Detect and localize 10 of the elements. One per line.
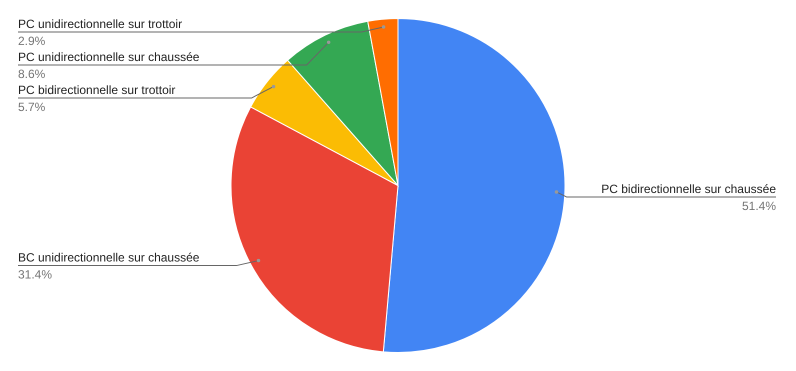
slice-label: BC unidirectionnelle sur chaussée xyxy=(18,250,200,265)
data-label: 8.6% xyxy=(18,67,46,82)
data-label: 2.9% xyxy=(18,34,46,48)
slice-label: PC unidirectionnelle sur chaussée xyxy=(18,50,200,64)
data-label: 5.7% xyxy=(18,100,46,114)
slice-label: PC bidirectionnelle sur chaussée xyxy=(601,182,776,196)
slice-label: PC bidirectionnelle sur trottoir xyxy=(18,83,176,98)
data-label: 31.4% xyxy=(18,268,52,282)
slice-label: PC unidirectionnelle sur trottoir xyxy=(18,17,182,32)
data-label: 51.4% xyxy=(742,198,776,213)
